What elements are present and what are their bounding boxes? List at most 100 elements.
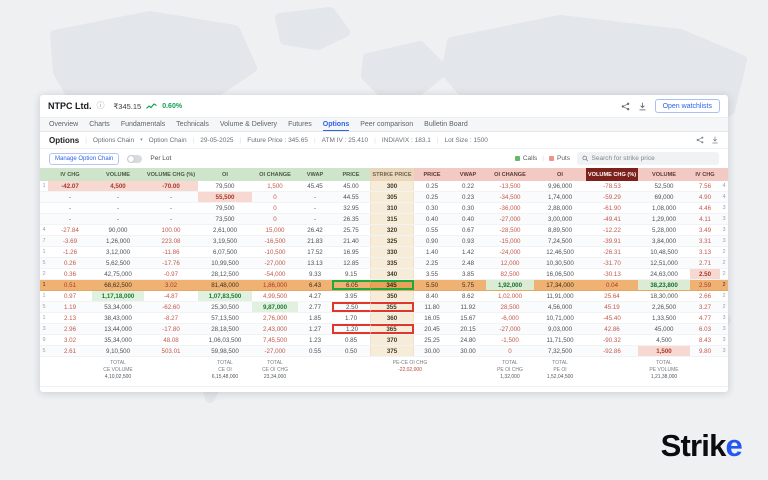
ce-volume-cell[interactable]: 9,10,500 xyxy=(105,347,131,355)
pe-volume-cell[interactable]: 18,30,000 xyxy=(650,292,678,300)
ce-volume-cell[interactable]: - xyxy=(116,204,120,212)
pe-price-cell[interactable]: 20.45 xyxy=(424,325,440,333)
tab-futures[interactable]: Futures xyxy=(288,120,312,128)
pe-oi-cell[interactable]: 8,89,500 xyxy=(547,226,573,234)
download-icon[interactable] xyxy=(711,136,719,144)
ce-iv-chg-cell[interactable]: -3.69 xyxy=(62,237,78,245)
pe-oi-cell[interactable]: 4,56,000 xyxy=(547,303,573,311)
ce-oi-change-cell[interactable]: 9,87,000 xyxy=(252,302,298,312)
pe-oi-change-cell[interactable]: 0 xyxy=(508,347,512,355)
ce-vwap-cell[interactable]: 6.43 xyxy=(308,281,322,289)
tab-technicals[interactable]: Technicals xyxy=(176,120,209,128)
pe-header-oi-change[interactable]: OI CHANGE xyxy=(486,168,534,181)
ce-price-cell[interactable]: 1.70 xyxy=(344,314,358,322)
ce-price-cell[interactable]: 3.95 xyxy=(344,292,358,300)
ce-volume-cell[interactable]: 1,26,000 xyxy=(105,237,131,245)
pe-vwap-cell[interactable]: 30.00 xyxy=(460,347,476,355)
ce-vwap-cell[interactable]: 1.27 xyxy=(308,325,322,333)
tab-fundamentals[interactable]: Fundamentals xyxy=(120,120,166,128)
ce-oi-change-cell[interactable]: -27,000 xyxy=(264,347,286,355)
pe-iv-chg-cell[interactable]: 8.43 xyxy=(698,336,712,344)
strike-price-cell[interactable]: 375 xyxy=(370,346,414,356)
pe-oi-cell[interactable]: 10,71,000 xyxy=(546,314,574,322)
pe-vwap-cell[interactable]: 8.62 xyxy=(461,292,475,300)
ce-iv-chg-cell[interactable]: -42.07 xyxy=(48,181,92,191)
pe-iv-chg-cell[interactable]: 2.59 xyxy=(698,281,712,289)
pe-volume-cell[interactable]: 5,28,000 xyxy=(651,226,677,234)
pe-vwap-cell[interactable]: 20.15 xyxy=(460,325,476,333)
pe-vwap-cell[interactable]: 0.67 xyxy=(461,226,475,234)
tab-peer-comparison[interactable]: Peer comparison xyxy=(360,120,414,128)
info-icon[interactable]: ⓘ xyxy=(96,101,105,110)
pe-header-price[interactable]: PRICE xyxy=(414,168,450,181)
ce-oi-change-cell[interactable]: 15,000 xyxy=(265,226,285,234)
pe-oi-change-cell[interactable]: 12,000 xyxy=(500,259,520,267)
ce-vwap-cell[interactable]: 4.27 xyxy=(308,292,322,300)
ce-header-oi[interactable]: OI xyxy=(198,168,252,181)
ce-iv-chg-cell[interactable]: 3.02 xyxy=(63,336,77,344)
ce-iv-chg-cell[interactable]: -1.26 xyxy=(62,248,78,256)
pe-oi-cell[interactable]: 11,71,500 xyxy=(546,336,574,344)
ce-oi-change-cell[interactable]: -27,000 xyxy=(264,259,286,267)
ce-header-volume-chg-pct[interactable]: VOLUME CHG (%) xyxy=(144,168,198,181)
ce-volume-chg-pct-cell[interactable]: 503.01 xyxy=(161,347,181,355)
ce-price-cell[interactable]: 1.20 xyxy=(332,324,370,334)
pe-oi-cell[interactable]: 7,24,500 xyxy=(547,237,573,245)
pe-oi-cell[interactable]: 16,06,500 xyxy=(546,270,574,278)
pe-volume-chg-pct-cell[interactable]: -12.22 xyxy=(603,226,621,234)
ce-iv-chg-cell[interactable]: 1.19 xyxy=(63,303,77,311)
pe-vwap-cell[interactable]: 0.23 xyxy=(461,193,475,201)
pe-header-volume[interactable]: VOLUME xyxy=(638,168,690,181)
pe-price-cell[interactable]: 0.40 xyxy=(425,215,439,223)
pe-price-cell[interactable]: 30.00 xyxy=(424,347,440,355)
pe-iv-chg-cell[interactable]: 4.11 xyxy=(699,215,711,223)
pe-oi-cell[interactable]: 3,00,000 xyxy=(547,215,573,223)
pe-oi-change-cell[interactable]: 1,92,000 xyxy=(486,280,534,290)
strike-price-cell[interactable]: 325 xyxy=(370,236,414,246)
pe-vwap-cell[interactable]: 0.40 xyxy=(461,215,475,223)
pe-oi-change-cell[interactable]: -6,000 xyxy=(501,314,519,322)
pe-volume-chg-pct-cell[interactable]: 42.86 xyxy=(604,325,620,333)
strike-price-cell[interactable]: 335 xyxy=(370,258,414,268)
ce-volume-chg-pct-cell[interactable]: - xyxy=(169,193,173,201)
pe-header-vwap[interactable]: VWAP xyxy=(450,168,486,181)
ce-volume-cell[interactable]: 38,43,000 xyxy=(104,314,132,322)
pe-oi-cell[interactable]: 9,96,000 xyxy=(547,182,573,190)
pe-price-cell[interactable]: 3.55 xyxy=(425,270,439,278)
strike-price-cell[interactable]: 340 xyxy=(370,269,414,279)
strike-price-cell[interactable]: 345 xyxy=(370,280,414,290)
ce-price-cell[interactable]: 6.05 xyxy=(332,280,370,290)
ce-vwap-cell[interactable]: - xyxy=(313,215,317,223)
pe-price-cell[interactable]: 0.25 xyxy=(425,193,439,201)
ce-oi-change-cell[interactable]: 1,86,000 xyxy=(262,281,288,289)
pe-volume-cell[interactable]: 69,000 xyxy=(654,193,674,201)
pe-price-cell[interactable]: 11.80 xyxy=(424,303,440,311)
pe-oi-cell[interactable]: 9,03,000 xyxy=(547,325,573,333)
strike-price-cell[interactable]: 310 xyxy=(370,203,414,213)
ce-vwap-cell[interactable]: 1.23 xyxy=(308,336,322,344)
tab-options[interactable]: Options xyxy=(322,118,350,131)
pe-price-cell[interactable]: 0.90 xyxy=(425,237,439,245)
ce-volume-chg-pct-cell[interactable]: 3.02 xyxy=(164,281,178,289)
ce-vwap-cell[interactable]: 1.85 xyxy=(308,314,322,322)
pe-volume-cell[interactable]: 45,000 xyxy=(654,325,674,333)
ce-volume-chg-pct-cell[interactable]: -17.76 xyxy=(162,259,180,267)
ce-iv-chg-cell[interactable]: 0.51 xyxy=(63,281,77,289)
pe-oi-change-cell[interactable]: -1,500 xyxy=(501,336,519,344)
pe-iv-chg-cell[interactable]: 2.50 xyxy=(690,269,720,279)
pe-iv-chg-cell[interactable]: 3.31 xyxy=(698,237,712,245)
ce-volume-cell[interactable]: 3,12,000 xyxy=(105,248,131,256)
ce-volume-cell[interactable]: 53,34,000 xyxy=(104,303,132,311)
ce-oi-change-cell[interactable]: 4,99,500 xyxy=(262,292,288,300)
ce-oi-cell[interactable]: 2,61,000 xyxy=(212,226,238,234)
ce-volume-cell[interactable]: - xyxy=(116,215,120,223)
ce-oi-cell[interactable]: 25,30,500 xyxy=(211,303,239,311)
pe-oi-cell[interactable]: 10,30,500 xyxy=(546,259,574,267)
ce-oi-change-cell[interactable]: 2,43,000 xyxy=(262,325,288,333)
open-watchlists-button[interactable]: Open watchlists xyxy=(654,99,720,113)
ce-volume-chg-pct-cell[interactable]: -17.80 xyxy=(162,325,180,333)
ce-volume-chg-pct-cell[interactable]: -70.00 xyxy=(144,181,198,191)
pe-iv-chg-cell[interactable]: 2.71 xyxy=(698,259,712,267)
chain-type-select[interactable]: Option Chain xyxy=(148,136,187,144)
pe-price-cell[interactable]: 1.40 xyxy=(425,248,439,256)
